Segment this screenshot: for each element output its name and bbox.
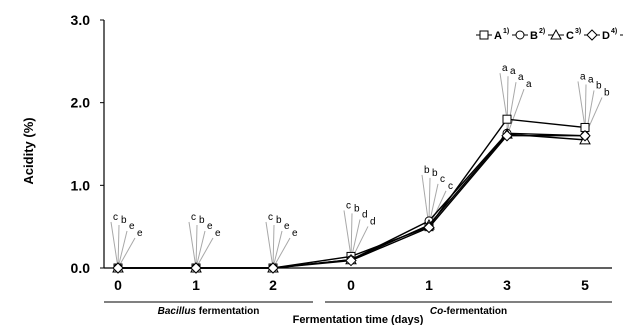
legend-item-B: B 2)	[512, 28, 545, 42]
significance-letter: a	[588, 74, 594, 85]
letter-leader-line	[117, 237, 136, 269]
x-tick-label: 0	[114, 277, 122, 293]
significance-letter: e	[215, 228, 221, 239]
significance-letter: a	[526, 79, 532, 90]
y-tick-label: 0.0	[71, 260, 91, 276]
letter-leader-line	[117, 224, 120, 269]
y-axis-title: Acidity (%)	[21, 117, 36, 184]
significance-letter: a	[580, 71, 586, 82]
x-tick-label: 1	[192, 277, 200, 293]
significance-letter: d	[370, 216, 376, 227]
legend-label: B	[530, 30, 538, 42]
x-axis-title: Fermentation time (days)	[293, 314, 424, 325]
letter-leader-line	[506, 89, 525, 136]
y-axis: 0.0 1.0 2.0 3.0	[71, 12, 105, 276]
legend-label: D	[602, 30, 610, 42]
letter-leader-line	[506, 76, 509, 134]
legend: A 1) B 2) C 3) D 4)	[476, 28, 623, 42]
legend-item-C: C 3)	[548, 28, 581, 42]
x-tick-label: 3	[503, 277, 511, 293]
significance-letter: c	[346, 200, 351, 211]
legend-item-D: D 4)	[584, 28, 617, 42]
significance-letter: c	[113, 212, 118, 223]
letter-leader-line	[499, 73, 508, 120]
x-tick-label: 1	[425, 277, 433, 293]
y-tick-label: 3.0	[71, 12, 91, 28]
significance-letter: b	[604, 87, 610, 98]
legend-marker	[479, 30, 489, 40]
series-D	[112, 130, 591, 274]
significance-letter: d	[362, 209, 368, 220]
significance-letter: e	[292, 228, 298, 239]
significance-letter: a	[510, 66, 516, 77]
significance-letter: b	[121, 215, 127, 226]
legend-superscript: 2)	[539, 28, 545, 35]
x-axis-groups: Bacillus fermentation Co-fermentation	[104, 301, 612, 317]
legend-label: A	[494, 30, 502, 42]
data-point	[267, 262, 279, 274]
legend-superscript: 3)	[575, 28, 581, 35]
significance-letter: e	[129, 221, 135, 232]
letter-leader-line	[272, 237, 291, 269]
legend-label: C	[566, 30, 574, 42]
significance-letter: b	[199, 215, 205, 226]
significance-letter: c	[448, 181, 453, 192]
legend-marker	[586, 29, 598, 41]
x-tick-label: 2	[269, 277, 277, 293]
letter-leader-line	[272, 230, 283, 269]
significance-letter: c	[440, 174, 445, 185]
significance-letter: b	[276, 215, 282, 226]
significance-letter: a	[502, 63, 508, 74]
y-tick-label: 2.0	[71, 95, 91, 111]
significance-letter: e	[207, 221, 213, 232]
letter-leader-line	[195, 230, 206, 269]
letter-leader-line	[188, 221, 197, 269]
significance-letter: a	[518, 72, 524, 83]
legend-marker	[550, 28, 562, 40]
data-point	[579, 130, 591, 142]
data-point	[190, 262, 202, 274]
letter-leader-line	[195, 237, 214, 269]
data-point	[423, 221, 435, 234]
significance-letter: b	[596, 80, 602, 91]
y-tick-label: 1.0	[71, 177, 91, 193]
legend-superscript: 4)	[611, 28, 617, 35]
letter-leader-line	[110, 221, 119, 269]
letter-leader-line	[272, 224, 275, 269]
letter-leader-line	[117, 230, 128, 269]
legend-superscript: 1)	[503, 28, 509, 35]
letter-leader-line	[428, 177, 431, 221]
legend-marker	[515, 30, 525, 40]
x-axis: 0 1 2 0 1 3 5	[104, 267, 612, 293]
letter-leader-line	[343, 210, 352, 257]
group-label: Bacillus fermentation	[158, 306, 260, 317]
data-point	[112, 262, 124, 274]
significance-letter: e	[284, 221, 290, 232]
data-point	[502, 114, 512, 124]
data-point	[501, 130, 513, 142]
x-tick-label: 0	[347, 277, 355, 293]
x-tick-label: 5	[581, 277, 589, 293]
legend-item-A: A 1)	[476, 28, 509, 42]
letter-leader-line	[265, 221, 274, 269]
series-lines	[112, 114, 591, 274]
data-point	[345, 254, 357, 267]
significance-letter: c	[191, 212, 196, 223]
significance-letter: b	[354, 203, 360, 214]
letter-leader-line	[195, 224, 198, 269]
significance-letter: b	[432, 168, 438, 179]
letter-leader-line	[577, 81, 586, 128]
group-label: Co-fermentation	[430, 306, 507, 317]
significance-letter: b	[424, 165, 430, 176]
significance-letter: e	[137, 228, 143, 239]
letter-leader-line	[506, 82, 517, 135]
significance-letter: c	[268, 212, 273, 223]
